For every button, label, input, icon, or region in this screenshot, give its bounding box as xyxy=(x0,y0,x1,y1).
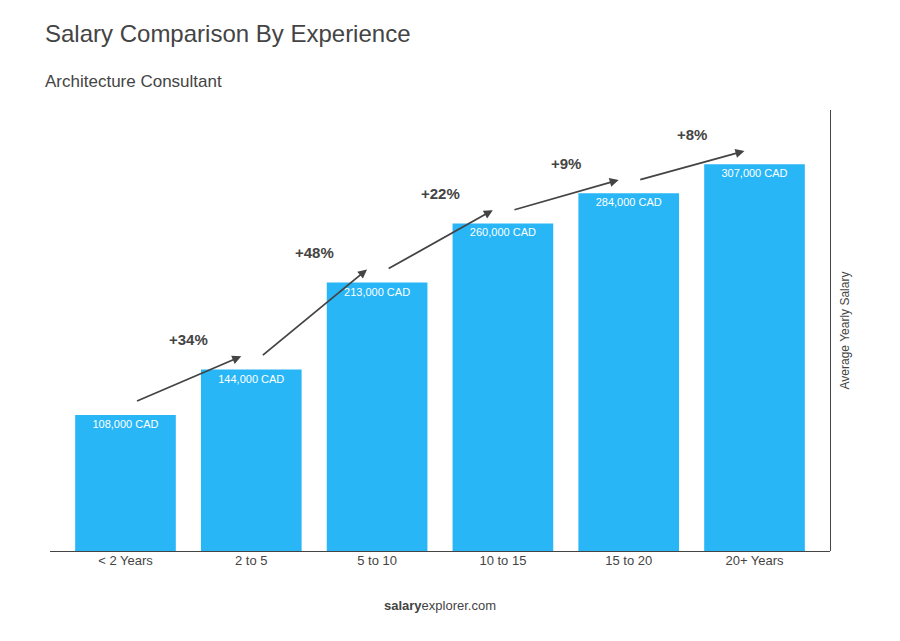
svg-text:144,000 CAD: 144,000 CAD xyxy=(218,373,284,385)
svg-text:+8%: +8% xyxy=(677,126,707,143)
svg-text:< 2 Years: < 2 Years xyxy=(98,553,153,568)
svg-text:+22%: +22% xyxy=(421,185,460,202)
svg-text:15 to 20: 15 to 20 xyxy=(605,553,652,568)
svg-text:307,000 CAD: 307,000 CAD xyxy=(721,167,787,179)
svg-text:+9%: +9% xyxy=(551,155,581,172)
svg-text:+48%: +48% xyxy=(295,244,334,261)
svg-text:213,000 CAD: 213,000 CAD xyxy=(344,286,410,298)
svg-text:10 to 15: 10 to 15 xyxy=(479,553,526,568)
svg-text:Architecture Consultant: Architecture Consultant xyxy=(45,72,222,91)
svg-text:Average Yearly Salary: Average Yearly Salary xyxy=(838,272,852,390)
svg-text:2 to 5: 2 to 5 xyxy=(235,553,268,568)
svg-text:284,000 CAD: 284,000 CAD xyxy=(596,196,662,208)
svg-text:260,000 CAD: 260,000 CAD xyxy=(470,226,536,238)
svg-text:5 to 10: 5 to 10 xyxy=(357,553,397,568)
svg-text:108,000 CAD: 108,000 CAD xyxy=(92,418,158,430)
svg-text:+34%: +34% xyxy=(169,331,208,348)
svg-text:salaryexplorer.com: salaryexplorer.com xyxy=(384,598,496,613)
svg-text:20+ Years: 20+ Years xyxy=(725,553,784,568)
svg-text:Salary Comparison By Experienc: Salary Comparison By Experience xyxy=(45,20,411,47)
